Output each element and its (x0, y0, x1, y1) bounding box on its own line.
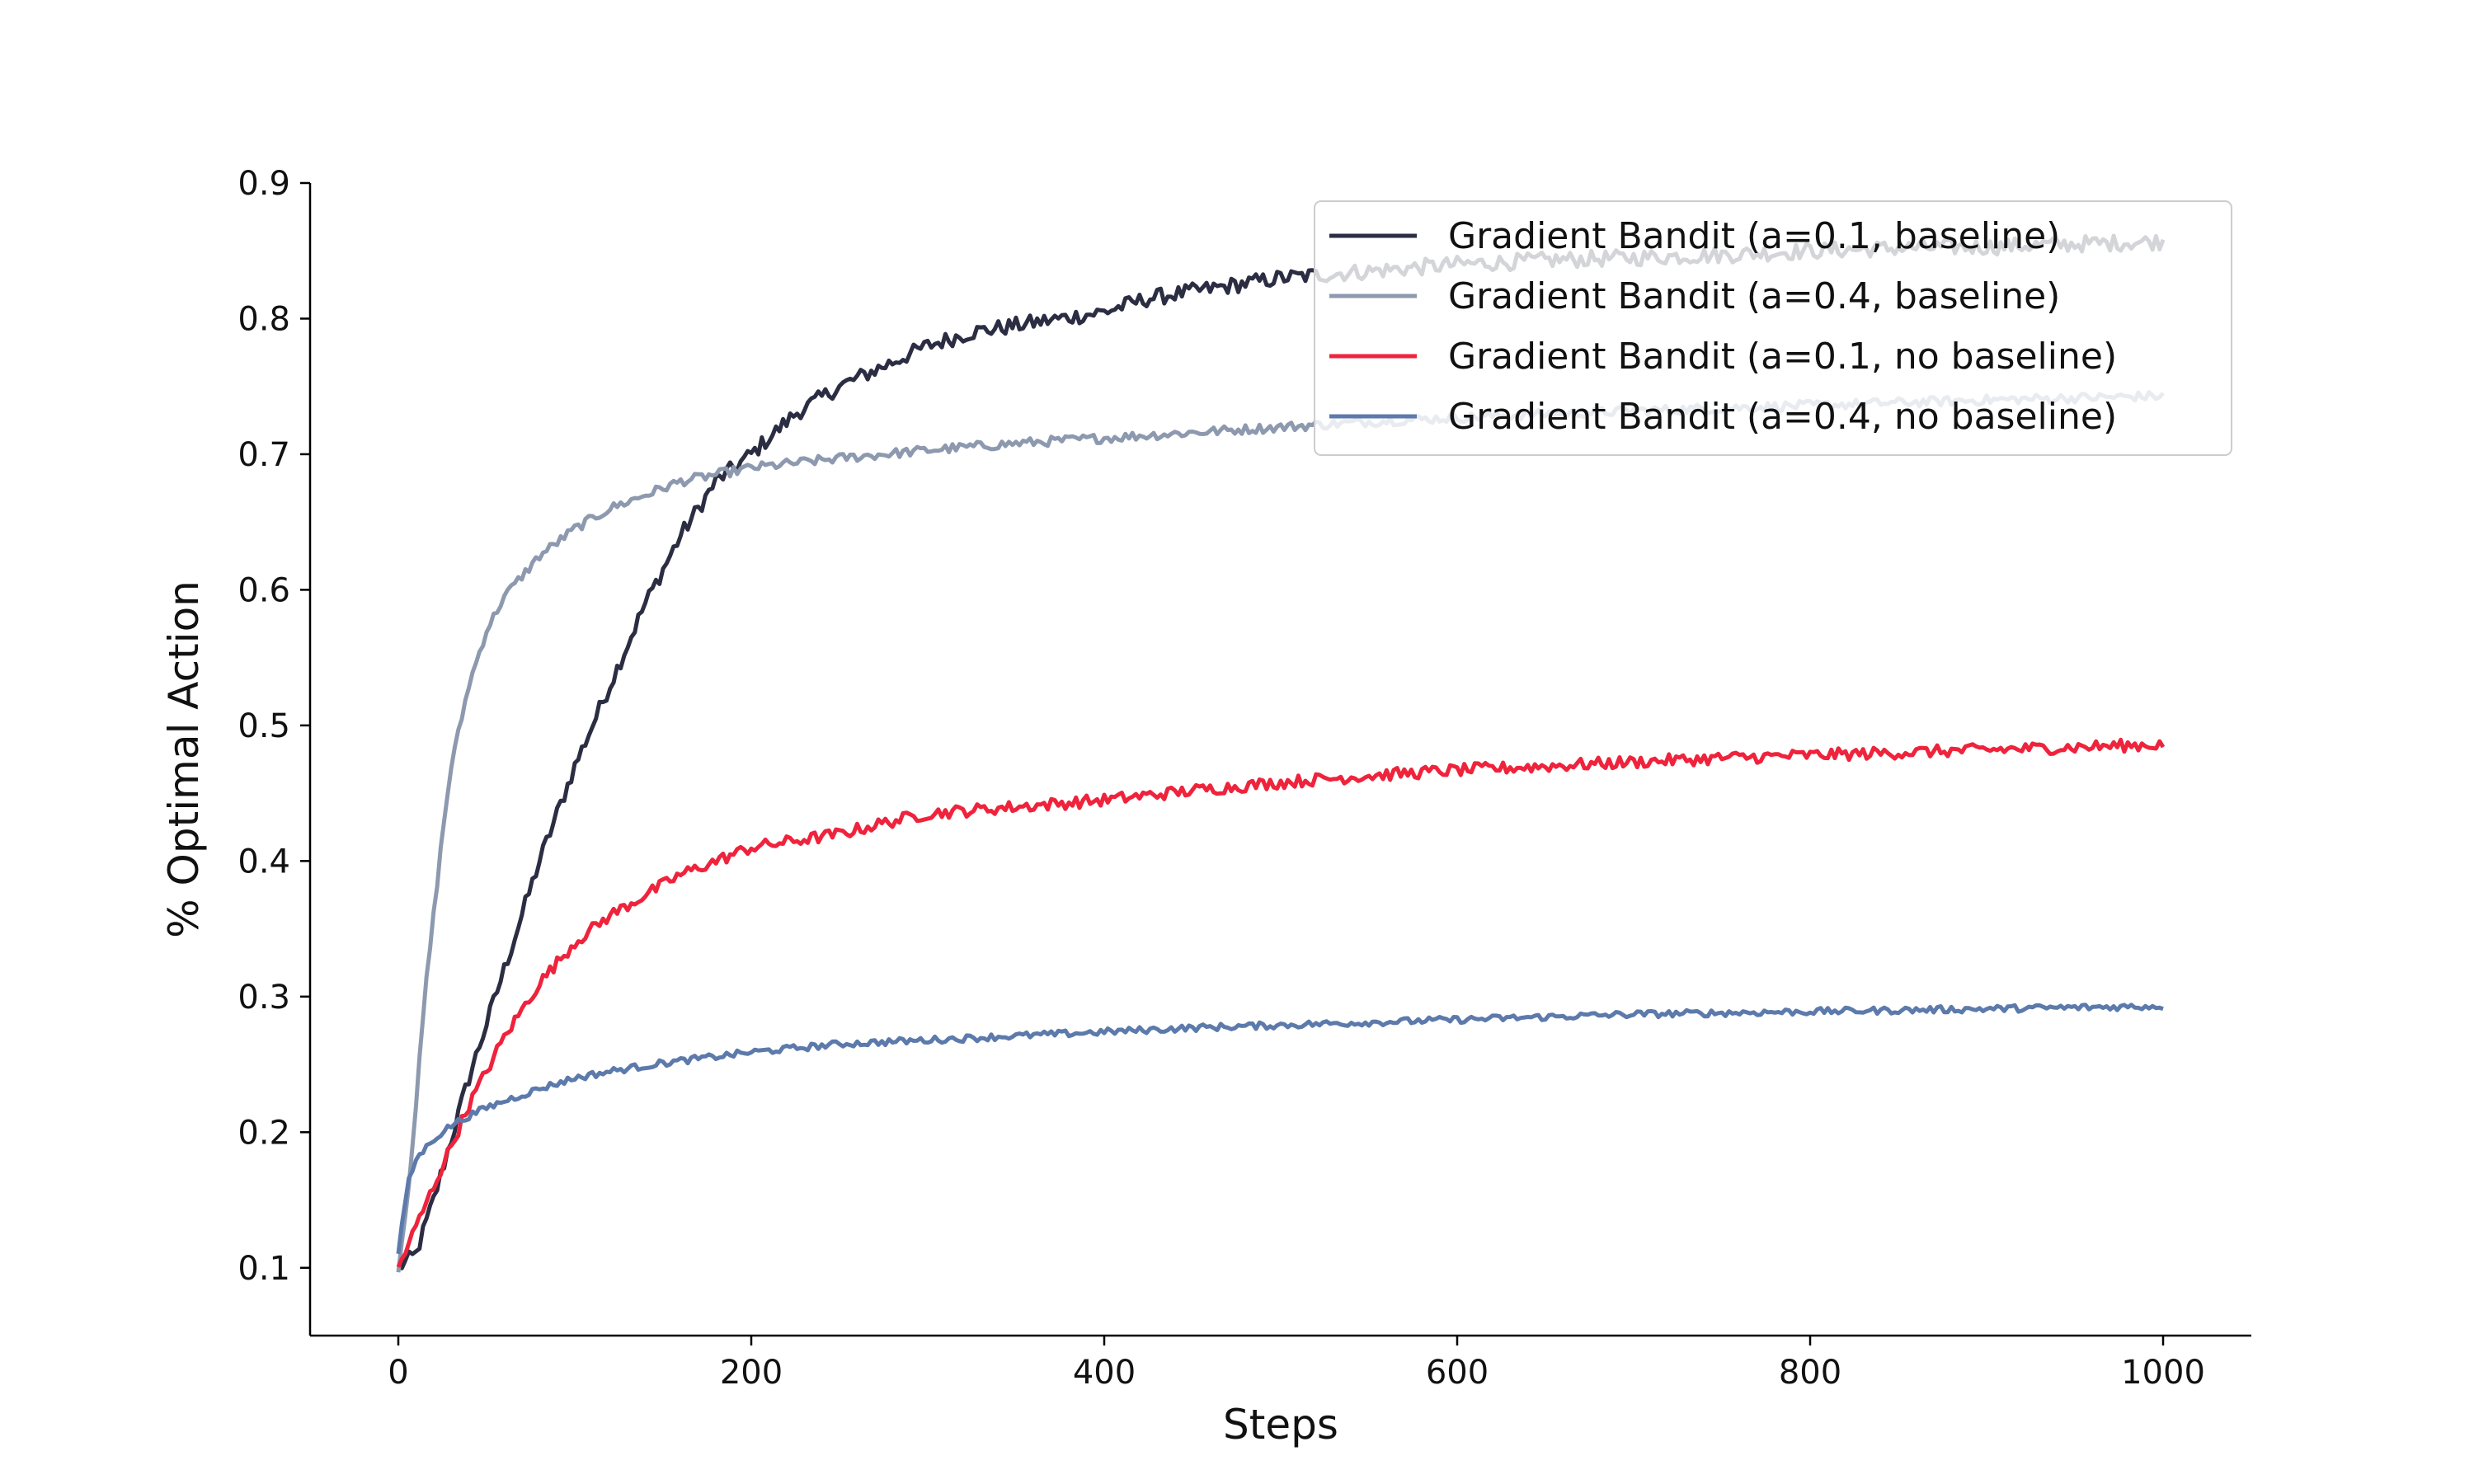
x-tick-label: 200 (720, 1354, 783, 1392)
y-tick-label: 0.8 (238, 300, 290, 338)
series-line (396, 390, 2165, 1273)
legend-box (1314, 200, 2232, 456)
y-tick-label: 0.1 (238, 1250, 290, 1288)
x-tick-label: 600 (1426, 1354, 1489, 1392)
y-tick-label: 0.4 (238, 843, 290, 881)
series-line (396, 737, 2166, 1268)
y-tick-label: 0.2 (238, 1114, 290, 1152)
y-axis-label: % Optimal Action (160, 580, 208, 938)
y-ticks: 0.1 0.2 0.3 0.4 0.5 0.6 0.7 0.8 0.9 (238, 165, 310, 1288)
y-tick-label: 0.9 (238, 165, 290, 203)
x-tick-label: 0 (388, 1354, 408, 1392)
y-tick-label: 0.5 (238, 707, 290, 745)
x-axis-label: Steps (1223, 1401, 1338, 1449)
y-tick-label: 0.6 (238, 571, 290, 609)
legend-label: Gradient Bandit (a=0.4, baseline) (1448, 275, 2060, 317)
legend-label: Gradient Bandit (a=0.1, no baseline) (1448, 336, 2117, 378)
y-tick-label: 0.3 (238, 979, 290, 1017)
x-tick-label: 1000 (2121, 1354, 2205, 1392)
x-tick-label: 400 (1073, 1354, 1136, 1392)
x-ticks: 0 200 400 600 800 1000 (388, 1336, 2205, 1392)
legend-label: Gradient Bandit (a=0.4, no baseline) (1448, 396, 2117, 438)
series-line (396, 1003, 2164, 1255)
legend: Gradient Bandit (a=0.1, baseline) Gradien… (1314, 200, 2232, 456)
x-tick-label: 800 (1779, 1354, 1841, 1392)
y-tick-label: 0.7 (238, 436, 290, 474)
axes (308, 183, 2251, 1337)
legend-label: Gradient Bandit (a=0.1, baseline) (1448, 215, 2060, 257)
